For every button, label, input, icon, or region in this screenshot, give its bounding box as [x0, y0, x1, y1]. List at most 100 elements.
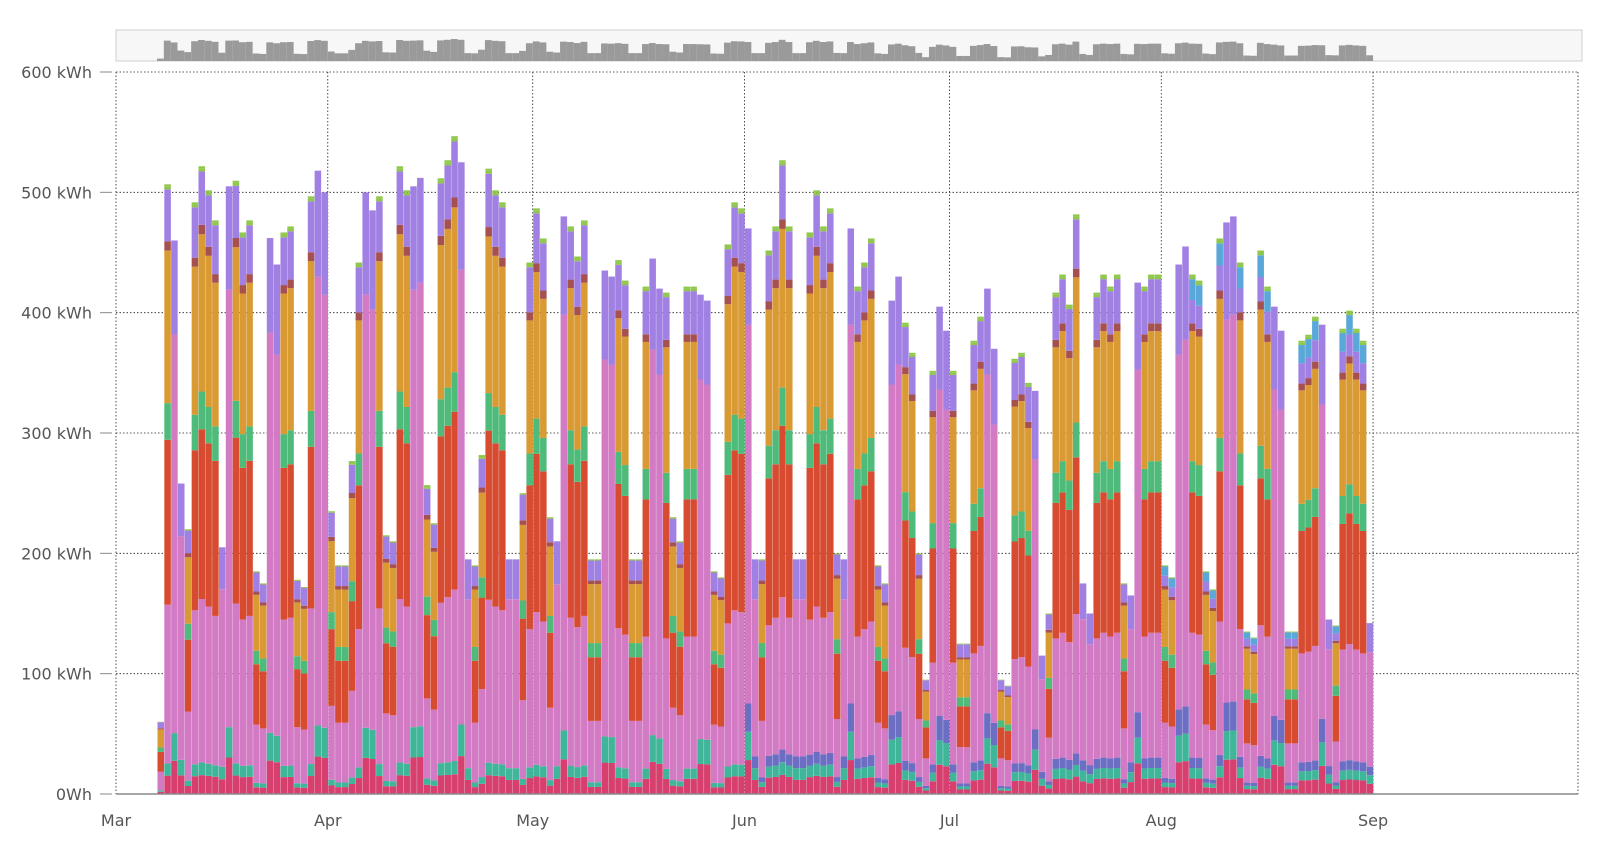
- navigator[interactable]: [115, 29, 1583, 62]
- bar-segment: [1093, 297, 1100, 340]
- navigator-bar: [1181, 42, 1189, 61]
- bar-segment: [430, 547, 438, 552]
- navigator-bar: [491, 40, 499, 61]
- bar-segment: [676, 715, 684, 782]
- bar-segment: [820, 430, 827, 465]
- navigator-bar: [273, 43, 280, 61]
- navigator-bar: [785, 42, 793, 61]
- bar-segment: [676, 567, 684, 632]
- navigator-bar: [457, 39, 465, 61]
- navigator-bar: [1291, 55, 1298, 61]
- bar-segment: [1298, 780, 1305, 794]
- bar-cap: [246, 220, 253, 223]
- bar-cap: [772, 226, 779, 229]
- bar-segment: [690, 334, 697, 342]
- bar-segment: [184, 780, 192, 787]
- bar-segment: [997, 727, 1005, 759]
- bar-segment: [1305, 780, 1312, 794]
- bar-segment: [731, 764, 738, 777]
- bar-segment: [1216, 240, 1223, 244]
- bar-segment: [164, 403, 171, 440]
- bar-segment: [970, 771, 978, 781]
- bar-segment: [430, 524, 438, 548]
- bar-segment: [1025, 421, 1032, 429]
- navigator-bar: [1209, 54, 1216, 61]
- bar-segment: [376, 252, 383, 262]
- bar-segment: [792, 599, 800, 757]
- bar-segment: [205, 763, 212, 776]
- bar-segment: [1257, 766, 1264, 778]
- bar-segment: [1025, 386, 1032, 422]
- day-bar: [280, 232, 287, 794]
- bar-segment: [1066, 779, 1073, 794]
- bar-segment: [669, 518, 677, 543]
- bar-segment: [704, 384, 711, 740]
- day-bar: [608, 276, 615, 794]
- bar-segment: [1100, 757, 1107, 768]
- bar-segment: [1284, 689, 1292, 700]
- bar-segment: [437, 602, 445, 764]
- bar-segment: [444, 165, 451, 220]
- bar-segment: [622, 282, 629, 286]
- bar-segment: [1107, 778, 1114, 794]
- navigator-bar: [621, 43, 629, 61]
- bar-segment: [717, 787, 725, 794]
- day-bar: [1189, 274, 1196, 794]
- bar-segment: [1359, 383, 1367, 391]
- bar-segment: [212, 225, 219, 275]
- navigator-bar: [1168, 53, 1175, 61]
- bar-segment: [492, 192, 499, 196]
- bar-segment: [827, 764, 834, 777]
- bar-segment: [827, 263, 834, 272]
- bar-segment: [997, 679, 1005, 681]
- bar-segment: [1291, 638, 1299, 647]
- bar-segment: [259, 584, 267, 603]
- bar-segment: [1332, 625, 1340, 627]
- bar-segment: [990, 348, 998, 425]
- bar-cap: [908, 352, 916, 355]
- day-bar: [997, 679, 1005, 794]
- bar-segment: [758, 560, 766, 581]
- bar-segment: [540, 621, 547, 767]
- day-bar: [430, 523, 438, 794]
- bar-segment: [1366, 783, 1374, 794]
- bar-segment: [943, 409, 950, 720]
- navigator-bar: [1079, 53, 1087, 61]
- bar-segment: [1079, 583, 1087, 620]
- bar-segment: [396, 168, 404, 172]
- bar-cap: [1011, 358, 1018, 361]
- bar-segment: [970, 653, 978, 763]
- day-bar: [833, 553, 841, 794]
- bar-segment: [1059, 492, 1066, 633]
- bar-segment: [984, 763, 991, 794]
- bar-segment: [1305, 339, 1312, 358]
- navigator-bar: [1277, 45, 1285, 61]
- bar-segment: [505, 768, 513, 780]
- bar-segment: [1366, 623, 1374, 653]
- bar-segment: [929, 374, 937, 411]
- bar-segment: [253, 724, 260, 783]
- bar-segment: [963, 786, 971, 790]
- day-bar: [376, 196, 383, 794]
- bar-segment: [929, 772, 937, 782]
- bar-segment: [1264, 334, 1271, 342]
- bar-segment: [963, 783, 971, 787]
- bar-segment: [745, 324, 752, 704]
- bar-segment: [239, 765, 247, 778]
- navigator-bar: [765, 42, 772, 61]
- bar-segment: [471, 586, 479, 590]
- bar-segment: [786, 765, 793, 777]
- bar-segment: [738, 418, 745, 454]
- bar-segment: [1257, 478, 1264, 626]
- bar-segment: [977, 779, 984, 794]
- bar-segment: [376, 201, 383, 253]
- bar-segment: [758, 782, 766, 787]
- bar-segment: [1346, 315, 1353, 335]
- navigator-bar: [245, 41, 253, 61]
- navigator-bar: [266, 42, 274, 61]
- bar-segment: [266, 238, 274, 333]
- bar-segment: [218, 766, 226, 780]
- day-bar: [772, 226, 779, 794]
- bar-segment: [253, 650, 260, 665]
- bar-segment: [533, 776, 540, 794]
